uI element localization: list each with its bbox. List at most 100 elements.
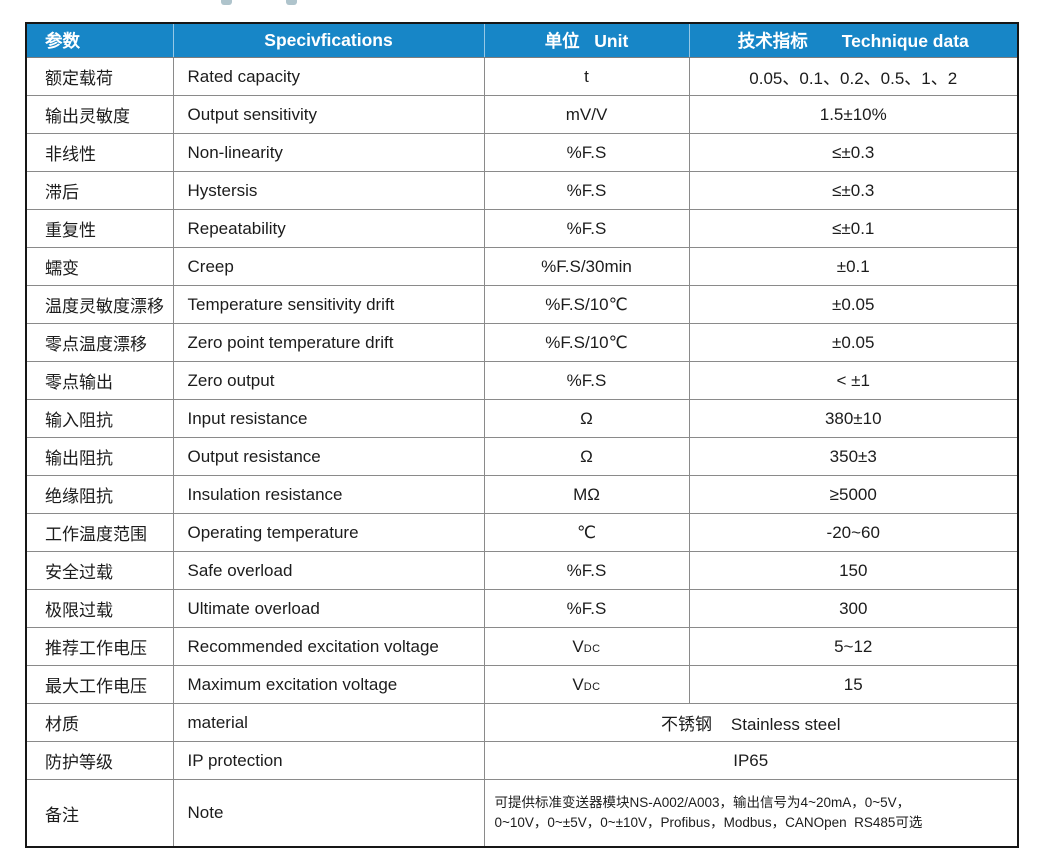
unit-cell: ℃ [483,513,690,552]
value-cell: ≥5000 [688,475,1019,514]
unit-cell: %F.S/10℃ [483,323,690,362]
table-row: 蠕变 Creep %F.S/30min ±0.1 [25,247,1019,286]
value-cell: ±0.05 [688,323,1019,362]
unit-cell: %F.S [483,361,690,400]
value-cell: ≤±0.3 [688,171,1019,210]
table-row: 额定载荷 Rated capacity t 0.05、0.1、0.2、0.5、1、2 [25,57,1019,96]
table-row: 安全过载 Safe overload %F.S 150 [25,551,1019,590]
value-cell: ±0.1 [688,247,1019,286]
note-line: 可提供标准变送器模块NS-A002/A003，输出信号为4~20mA，0~5V， [494,795,911,811]
unit-subscript: DC [583,680,601,693]
param-name-en: Hystersis [172,171,485,210]
param-name-cn: 零点温度漂移 [25,323,174,362]
unit-cell: Ω [483,437,690,476]
value-cell: 0.05、0.1、0.2、0.5、1、2 [688,57,1019,96]
unit-cell: %F.S [483,133,690,172]
param-name-cn: 绝缘阻抗 [25,475,174,514]
table-row: 滞后 Hystersis %F.S ≤±0.3 [25,171,1019,210]
unit-cell: %F.S [483,209,690,248]
table-row: 极限过载 Ultimate overload %F.S 300 [25,589,1019,628]
param-name-en: Ultimate overload [172,589,485,628]
param-name-cn: 防护等级 [25,741,174,780]
param-name-en: Maximum excitation voltage [172,665,485,704]
param-name-en: Repeatability [172,209,485,248]
unit-cell: %F.S [483,589,690,628]
cropped-text-fragment [221,0,232,5]
table-row: 最大工作电压 Maximum excitation voltage VDC 15 [25,665,1019,704]
param-name-cn: 安全过载 [25,551,174,590]
table-row: 备注 Note 可提供标准变送器模块NS-A002/A003，输出信号为4~20mA… [25,779,1019,848]
unit-subscript: DC [583,642,601,655]
param-name-en: Recommended excitation voltage [172,627,485,666]
spec-table-body: 额定载荷 Rated capacity t 0.05、0.1、0.2、0.5、1、2 输… [25,57,1019,848]
param-name-cn: 输入阻抗 [25,399,174,438]
param-name-cn: 材质 [25,703,174,742]
table-row: 零点输出 Zero output %F.S < ±1 [25,361,1019,400]
param-name-en: material [172,703,485,742]
param-name-cn: 蠕变 [25,247,174,286]
value-cell: 1.5±10% [688,95,1019,134]
value-cell: -20~60 [688,513,1019,552]
param-name-cn: 重复性 [25,209,174,248]
param-name-cn: 输出灵敏度 [25,95,174,134]
param-name-cn: 额定载荷 [25,57,174,96]
param-name-cn: 非线性 [25,133,174,172]
value-cell: ≤±0.3 [688,133,1019,172]
param-name-en: Insulation resistance [172,475,485,514]
table-row: 工作温度范围 Operating temperature ℃ -20~60 [25,513,1019,552]
param-name-en: IP protection [172,741,485,780]
param-name-cn: 备注 [25,779,174,848]
param-name-cn: 输出阻抗 [25,437,174,476]
unit-cell: MΩ [483,475,690,514]
param-name-cn: 极限过载 [25,589,174,628]
table-row: 输出阻抗 Output resistance Ω 350±3 [25,437,1019,476]
header-technique-data: 技术指标 Technique data [688,22,1018,58]
table-row: 输出灵敏度 Output sensitivity mV/V 1.5±10% [25,95,1019,134]
table-row: 输入阻抗 Input resistance Ω 380±10 [25,399,1019,438]
value-cell: < ±1 [688,361,1019,400]
table-row: 重复性 Repeatability %F.S ≤±0.1 [25,209,1019,248]
param-name-en: Zero output [172,361,485,400]
value-cell: 350±3 [688,437,1019,476]
table-row: 防护等级 IP protection IP65 [25,741,1019,780]
unit-cell: mV/V [483,95,690,134]
merged-value-cell: 不锈钢 Stainless steel [483,703,1019,742]
note-line: 0~10V，0~±5V，0~±10V，Profibus，Modbus，CANOp… [494,815,923,830]
param-name-en: Temperature sensitivity drift [172,285,485,324]
param-name-en: Operating temperature [172,513,485,552]
table-row: 零点温度漂移 Zero point temperature drift %F.S/1… [25,323,1019,362]
cropped-text-fragment [286,0,297,5]
unit-cell: %F.S [483,551,690,590]
header-unit: 单位 Unit [483,22,689,58]
unit-cell: %F.S/30min [483,247,690,286]
param-name-cn: 滞后 [25,171,174,210]
param-name-en: Creep [172,247,485,286]
table-row: 材质 material 不锈钢 Stainless steel [25,703,1019,742]
unit-cell: Ω [483,399,690,438]
value-cell: 380±10 [688,399,1019,438]
unit-cell: VDC [483,665,690,704]
value-cell: 300 [688,589,1019,628]
param-name-cn: 推荐工作电压 [25,627,174,666]
unit-cell: %F.S/10℃ [483,285,690,324]
param-name-cn: 零点输出 [25,361,174,400]
param-name-en: Zero point temperature drift [172,323,485,362]
specifications-table: 参数 Specivfications 单位 Unit 技术指标 Techniqu… [25,22,1019,848]
param-name-cn: 温度灵敏度漂移 [25,285,174,324]
merged-value-cell: IP65 [483,741,1019,780]
param-name-cn: 工作温度范围 [25,513,174,552]
table-header-row: 参数 Specivfications 单位 Unit 技术指标 Techniqu… [25,22,1018,58]
value-cell: ±0.05 [688,285,1019,324]
table-row: 非线性 Non-linearity %F.S ≤±0.3 [25,133,1019,172]
table-row: 温度灵敏度漂移 Temperature sensitivity drift %F.S… [25,285,1019,324]
note-cell: 可提供标准变送器模块NS-A002/A003，输出信号为4~20mA，0~5V，… [483,779,1019,848]
unit-cell: VDC [483,627,690,666]
param-name-en: Note [172,779,485,848]
param-name-cn: 最大工作电压 [25,665,174,704]
header-parameters: 参数 [25,22,173,58]
unit-cell: t [483,57,690,96]
param-name-en: Output sensitivity [172,95,485,134]
param-name-en: Input resistance [172,399,485,438]
param-name-en: Non-linearity [172,133,485,172]
value-cell: 15 [688,665,1019,704]
